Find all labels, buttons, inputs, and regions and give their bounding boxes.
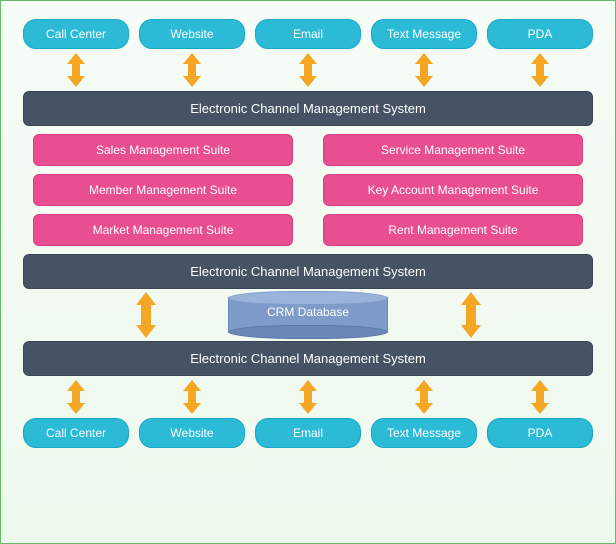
double-arrow-icon bbox=[413, 53, 435, 87]
double-arrow-icon bbox=[297, 53, 319, 87]
arrows-row-top bbox=[23, 53, 593, 87]
suites-left-col: Sales Management Suite Member Management… bbox=[33, 134, 293, 246]
suites-right-col: Service Management Suite Key Account Man… bbox=[323, 134, 583, 246]
double-arrow-icon bbox=[413, 380, 435, 414]
double-arrow-icon bbox=[181, 380, 203, 414]
double-arrow-icon bbox=[459, 292, 483, 338]
channel-pill: PDA bbox=[487, 19, 593, 49]
suites-grid: Sales Management Suite Member Management… bbox=[23, 134, 593, 246]
suite-box: Market Management Suite bbox=[33, 214, 293, 246]
channel-pill: Website bbox=[139, 418, 245, 448]
suite-box: Rent Management Suite bbox=[323, 214, 583, 246]
channel-pill: Email bbox=[255, 19, 361, 49]
arrows-db-row: CRM Database bbox=[23, 291, 593, 339]
ecms-bar: Electronic Channel Management System bbox=[23, 341, 593, 376]
double-arrow-icon bbox=[65, 380, 87, 414]
double-arrow-icon bbox=[134, 292, 158, 338]
channel-pill: Call Center bbox=[23, 19, 129, 49]
channel-pill: Website bbox=[139, 19, 245, 49]
double-arrow-icon bbox=[65, 53, 87, 87]
suite-box: Key Account Management Suite bbox=[323, 174, 583, 206]
top-channels-row: Call Center Website Email Text Message P… bbox=[23, 19, 593, 49]
arrows-row-bottom bbox=[23, 380, 593, 414]
crm-database: CRM Database bbox=[228, 291, 388, 339]
channel-pill: Text Message bbox=[371, 418, 477, 448]
suite-box: Sales Management Suite bbox=[33, 134, 293, 166]
double-arrow-icon bbox=[529, 380, 551, 414]
db-bottom bbox=[228, 325, 388, 339]
double-arrow-icon bbox=[297, 380, 319, 414]
double-arrow-icon bbox=[529, 53, 551, 87]
db-label: CRM Database bbox=[228, 305, 388, 319]
suite-box: Member Management Suite bbox=[33, 174, 293, 206]
ecms-bar: Electronic Channel Management System bbox=[23, 91, 593, 126]
ecms-bar: Electronic Channel Management System bbox=[23, 254, 593, 289]
channel-pill: Call Center bbox=[23, 418, 129, 448]
channel-pill: Text Message bbox=[371, 19, 477, 49]
db-top bbox=[228, 291, 388, 305]
channel-pill: PDA bbox=[487, 418, 593, 448]
suite-box: Service Management Suite bbox=[323, 134, 583, 166]
bottom-channels-row: Call Center Website Email Text Message P… bbox=[23, 418, 593, 448]
channel-pill: Email bbox=[255, 418, 361, 448]
diagram-canvas: Call Center Website Email Text Message P… bbox=[0, 0, 616, 544]
double-arrow-icon bbox=[181, 53, 203, 87]
